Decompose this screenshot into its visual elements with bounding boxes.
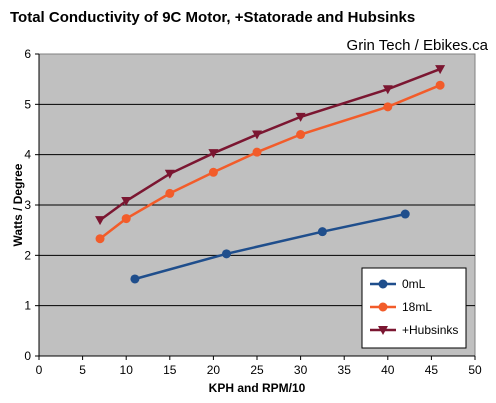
- x-tick-label: 10: [120, 363, 134, 377]
- x-tick-labels: 0 5 10 15 20 25 30 35 40 45 50: [36, 363, 482, 377]
- x-tick-label: 25: [250, 363, 264, 377]
- data-point-18ml: [252, 147, 262, 157]
- series-18ml: [95, 80, 445, 244]
- series-line-0ml: [134, 212, 406, 281]
- y-tick-label: 4: [24, 148, 31, 162]
- data-point-hubsinks: [295, 112, 306, 122]
- y-tick-label: 2: [24, 248, 31, 262]
- source-label: Grin Tech / Ebikes.ca: [347, 37, 489, 54]
- data-point-hubsinks: [164, 169, 175, 179]
- data-point-hubsinks: [382, 85, 393, 95]
- x-tick-label: 20: [207, 363, 221, 377]
- data-point-18ml: [165, 188, 175, 198]
- y-tick-label: 6: [24, 47, 31, 61]
- legend-item-18ml: 18mL: [370, 300, 432, 314]
- series-0ml: [130, 209, 410, 284]
- x-tick-label: 30: [294, 363, 308, 377]
- data-point-hubsinks: [252, 130, 262, 140]
- legend-label: 0mL: [402, 277, 426, 291]
- data-point-18ml: [383, 102, 393, 112]
- x-tick-label: 15: [163, 363, 177, 377]
- data-point-18ml: [296, 130, 306, 140]
- data-point-hubsinks: [435, 65, 446, 75]
- legend: 0mL 18mL +Hubsinks: [361, 267, 467, 349]
- legend-label: +Hubsinks: [402, 323, 458, 337]
- data-point-0ml: [130, 274, 140, 284]
- data-point-hubsinks: [95, 216, 106, 226]
- legend-label: 18mL: [402, 300, 432, 314]
- data-point-0ml: [221, 249, 231, 259]
- legend-item-0ml: 0mL: [370, 277, 426, 291]
- series-layer: [95, 65, 446, 284]
- x-tick-label: 5: [79, 363, 86, 377]
- data-point-0ml: [400, 209, 410, 219]
- y-tick-labels: 0 1 2 3 4 5 6: [24, 47, 31, 363]
- y-tick-label: 5: [24, 97, 31, 111]
- data-point-hubsinks: [121, 196, 132, 206]
- x-tick-label: 50: [468, 363, 482, 377]
- series-hubsinks: [95, 65, 446, 226]
- data-point-0ml: [317, 227, 327, 237]
- legend-item-hubsinks: +Hubsinks: [370, 323, 458, 337]
- data-point-18ml: [95, 234, 105, 244]
- data-point-18ml: [435, 80, 445, 90]
- chart-title: Total Conductivity of 9C Motor, +Statora…: [10, 9, 415, 26]
- legend-swatch-marker: [378, 279, 388, 289]
- axes: [35, 53, 476, 360]
- y-tick-label: 1: [24, 299, 31, 313]
- legend-swatch-marker: [378, 302, 388, 312]
- y-tick-label: 3: [24, 198, 31, 212]
- y-tick-label: 0: [24, 349, 31, 363]
- legend-swatch-marker: [378, 326, 388, 335]
- x-tick-label: 45: [425, 363, 439, 377]
- y-axis-label: Watts / Degree: [11, 163, 25, 246]
- series-line-18ml: [99, 84, 441, 240]
- x-tick-label: 40: [381, 363, 395, 377]
- x-axis-label: KPH and RPM/10: [209, 381, 306, 395]
- data-point-18ml: [121, 214, 131, 224]
- x-tick-label: 0: [36, 363, 43, 377]
- data-point-hubsinks: [208, 149, 219, 159]
- x-tick-label: 35: [338, 363, 352, 377]
- series-line-hubsinks: [99, 67, 441, 222]
- data-point-18ml: [208, 167, 218, 177]
